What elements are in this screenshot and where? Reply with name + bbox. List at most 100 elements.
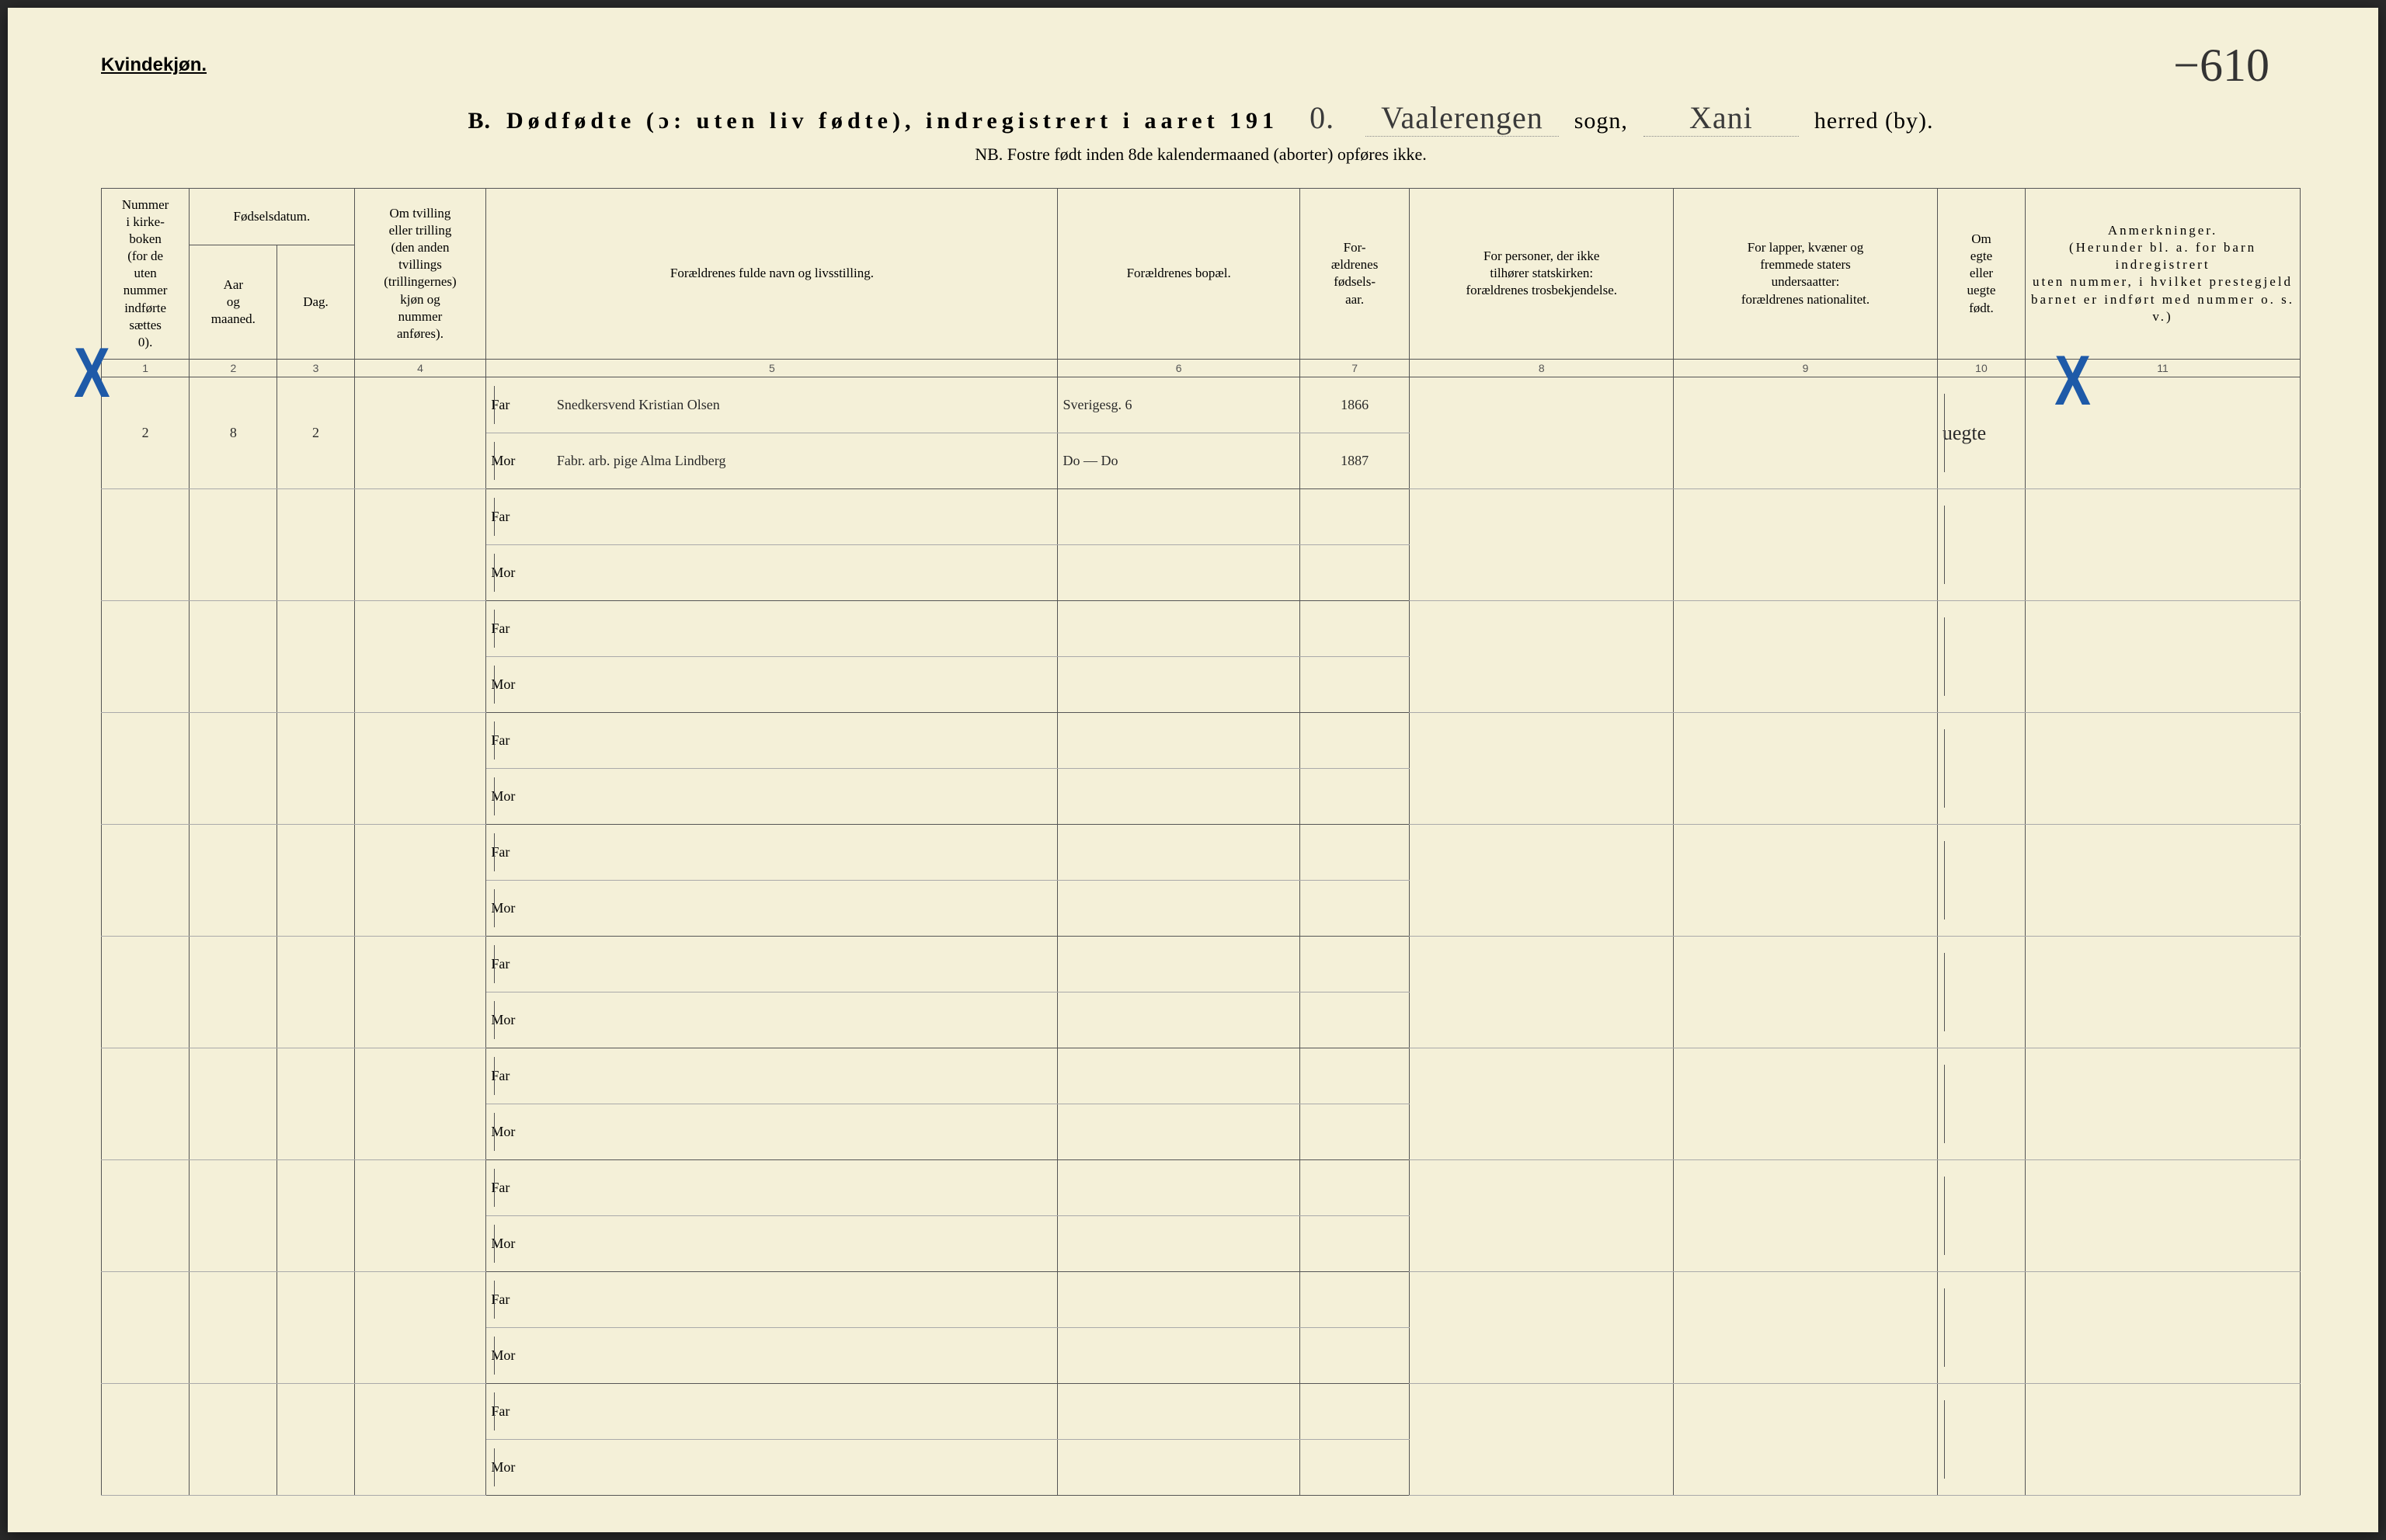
col-header-4: Om tvillingeller trilling(den andentvill…	[354, 189, 486, 360]
far-label: Far	[486, 1160, 552, 1216]
entry-far-aar: 1866	[1299, 377, 1410, 433]
empty-num	[102, 1384, 190, 1496]
col-num-5: 5	[486, 359, 1058, 377]
empty-mor-aar	[1299, 992, 1410, 1048]
col-header-3: Dag.	[277, 245, 354, 359]
col-num-6: 6	[1058, 359, 1299, 377]
empty-aar	[190, 713, 277, 825]
entry-row-far: 2 8 2 Far Snedkersvend Kristian Olsen Sv…	[102, 377, 2301, 433]
empty-col11	[2026, 1048, 2301, 1160]
empty-tvilling	[354, 937, 486, 1048]
empty-aar	[190, 1160, 277, 1272]
empty-aar	[190, 489, 277, 601]
col-num-7: 7	[1299, 359, 1410, 377]
empty-col9	[1674, 1048, 1938, 1160]
far-label: Far	[486, 377, 552, 433]
empty-row-far: Far	[102, 937, 2301, 992]
gender-label: Kvindekjøn.	[101, 54, 2301, 76]
entry-col10: uegte	[1937, 377, 2025, 489]
empty-far-aar	[1299, 713, 1410, 769]
mor-label: Mor	[486, 657, 552, 713]
col-num-2: 2	[190, 359, 277, 377]
empty-far-name	[552, 825, 1058, 881]
empty-col8	[1410, 713, 1674, 825]
empty-mor-bopael	[1058, 881, 1299, 937]
empty-far-bopael	[1058, 1160, 1299, 1216]
empty-col9	[1674, 937, 1938, 1048]
empty-mor-aar	[1299, 545, 1410, 601]
empty-far-bopael	[1058, 825, 1299, 881]
entry-col9	[1674, 377, 1938, 489]
empty-col11	[2026, 1272, 2301, 1384]
col-header-6: Forældrenes bopæl.	[1058, 189, 1299, 360]
mor-label: Mor	[486, 769, 552, 825]
herred-handwritten: Xani	[1643, 99, 1799, 137]
empty-col9	[1674, 489, 1938, 601]
empty-col11	[2026, 1160, 2301, 1272]
empty-aar	[190, 1272, 277, 1384]
col-num-8: 8	[1410, 359, 1674, 377]
empty-aar	[190, 601, 277, 713]
col-num-1: 1	[102, 359, 190, 377]
empty-row-far: Far	[102, 1272, 2301, 1328]
empty-far-name	[552, 601, 1058, 657]
empty-num	[102, 937, 190, 1048]
empty-col8	[1410, 489, 1674, 601]
empty-mor-name	[552, 545, 1058, 601]
register-table: Nummeri kirke-boken(for deutennummerindf…	[101, 188, 2301, 1496]
empty-mor-aar	[1299, 1104, 1410, 1160]
empty-dag	[277, 489, 354, 601]
empty-far-name	[552, 489, 1058, 545]
empty-col10	[1937, 1272, 2025, 1384]
empty-mor-name	[552, 1104, 1058, 1160]
empty-far-name	[552, 1384, 1058, 1440]
entry-far-name: Snedkersvend Kristian Olsen	[552, 377, 1058, 433]
empty-dag	[277, 1272, 354, 1384]
empty-far-name	[552, 937, 1058, 992]
mor-label: Mor	[486, 992, 552, 1048]
empty-col9	[1674, 1160, 1938, 1272]
empty-far-aar	[1299, 1384, 1410, 1440]
empty-col9	[1674, 1384, 1938, 1496]
mor-label: Mor	[486, 545, 552, 601]
empty-aar	[190, 1384, 277, 1496]
empty-far-aar	[1299, 1160, 1410, 1216]
table-header: Nummeri kirke-boken(for deutennummerindf…	[102, 189, 2301, 377]
title-prefix: B.	[468, 108, 492, 134]
empty-col8	[1410, 937, 1674, 1048]
empty-mor-bopael	[1058, 1216, 1299, 1272]
entry-aar: 8	[190, 377, 277, 489]
col-header-8: For personer, der ikketilhører statskirk…	[1410, 189, 1674, 360]
far-label: Far	[486, 489, 552, 545]
empty-aar	[190, 1048, 277, 1160]
empty-far-bopael	[1058, 713, 1299, 769]
empty-num	[102, 713, 190, 825]
entry-mor-bopael: Do — Do	[1058, 433, 1299, 489]
empty-row-far: Far	[102, 1160, 2301, 1216]
empty-tvilling	[354, 1160, 486, 1272]
empty-col10	[1937, 1048, 2025, 1160]
col-num-11: 11	[2026, 359, 2301, 377]
title-main: Dødfødte (ɔ: uten liv fødte), indregistr…	[506, 108, 1278, 134]
empty-mor-aar	[1299, 1328, 1410, 1384]
empty-mor-aar	[1299, 657, 1410, 713]
empty-mor-name	[552, 992, 1058, 1048]
empty-mor-name	[552, 1328, 1058, 1384]
empty-num	[102, 1048, 190, 1160]
empty-num	[102, 825, 190, 937]
empty-col11	[2026, 825, 2301, 937]
empty-aar	[190, 937, 277, 1048]
empty-col11	[2026, 1384, 2301, 1496]
far-label: Far	[486, 601, 552, 657]
col-header-7: For-ældrenesfødsels-aar.	[1299, 189, 1410, 360]
empty-tvilling	[354, 1048, 486, 1160]
empty-col8	[1410, 1384, 1674, 1496]
far-label: Far	[486, 1272, 552, 1328]
empty-row-far: Far	[102, 489, 2301, 545]
col-num-3: 3	[277, 359, 354, 377]
empty-dag	[277, 1384, 354, 1496]
empty-col10	[1937, 601, 2025, 713]
entry-col8	[1410, 377, 1674, 489]
empty-aar	[190, 825, 277, 937]
empty-col9	[1674, 1272, 1938, 1384]
